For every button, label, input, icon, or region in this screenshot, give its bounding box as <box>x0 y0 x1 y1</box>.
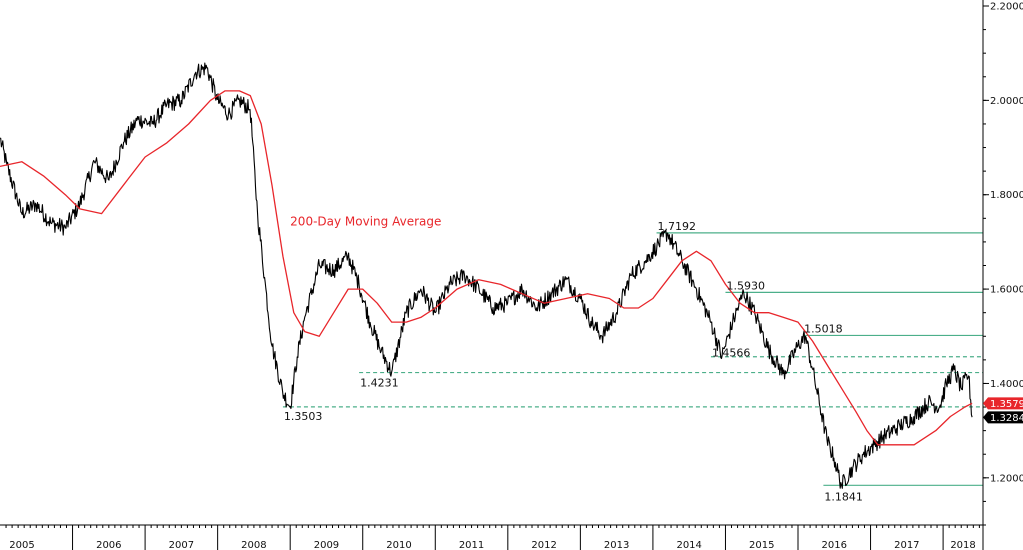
x-tick-label-2005: 2005 <box>9 540 34 550</box>
x-tick-label-2011: 2011 <box>459 540 484 550</box>
y-tick-label-2.0000: 2.0000 <box>990 96 1023 107</box>
last-value-label-1.3579: 1.3579 <box>990 399 1023 410</box>
x-tick-label-2012: 2012 <box>531 540 556 550</box>
annotations: 1.7192 1.5930 1.5018 1.4566 1.4231 1.3503 1.18… <box>284 214 863 503</box>
support-resistance-levels <box>282 232 983 486</box>
x-tick-label-2009: 2009 <box>314 540 339 550</box>
x-tick-label-2017: 2017 <box>894 540 919 550</box>
x-axis: 2005 2006 2007 2008 2009 2010 2011 2012 2013 2014… <box>0 524 984 550</box>
x-tick-label-2014: 2014 <box>676 540 701 550</box>
x-tick-label-2018: 2018 <box>950 540 975 550</box>
last-value-badge-1.3579 <box>983 397 1023 410</box>
x-tick-label-2016: 2016 <box>822 540 847 550</box>
y-tick-label-1.4000: 1.4000 <box>990 379 1023 390</box>
y-tick-label-2.2000: 2.2000 <box>990 2 1023 13</box>
last-value-badge-1.3284 <box>983 411 1023 424</box>
price-series-line <box>0 62 973 489</box>
x-tick-label-2007: 2007 <box>169 540 194 550</box>
level-label-1.1841: 1.1841 <box>824 490 863 503</box>
series-layer <box>0 62 973 489</box>
last-value-badges: 1.3579 1.3284 <box>983 397 1023 424</box>
level-label-1.3503: 1.3503 <box>284 410 323 423</box>
y-tick-label-1.2000: 1.2000 <box>990 473 1023 484</box>
x-tick-label-2013: 2013 <box>604 540 629 550</box>
last-value-label-1.3284: 1.3284 <box>990 413 1023 424</box>
level-label-1.5018: 1.5018 <box>804 322 843 335</box>
level-label-1.7192: 1.7192 <box>658 220 697 233</box>
level-label-1.4566: 1.4566 <box>712 347 751 360</box>
level-label-1.5930: 1.5930 <box>726 279 765 292</box>
level-label-1.4231: 1.4231 <box>360 377 399 390</box>
x-tick-label-2006: 2006 <box>96 540 121 550</box>
x-tick-label-2015: 2015 <box>749 540 774 550</box>
y-tick-label-1.8000: 1.8000 <box>990 190 1023 201</box>
x-tick-label-2010: 2010 <box>386 540 411 550</box>
x-tick-label-2008: 2008 <box>241 540 266 550</box>
y-tick-label-1.6000: 1.6000 <box>990 285 1023 296</box>
moving-average-label: 200-Day Moving Average <box>290 214 441 228</box>
moving-average-line <box>0 90 973 446</box>
